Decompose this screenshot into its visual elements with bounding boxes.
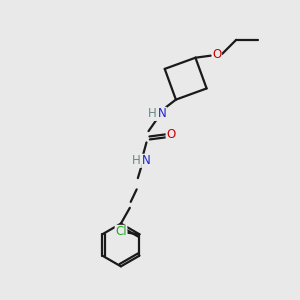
Text: N: N bbox=[142, 154, 151, 167]
Text: O: O bbox=[212, 48, 221, 61]
Text: H: H bbox=[132, 154, 141, 167]
Text: N: N bbox=[158, 107, 166, 120]
Text: Cl: Cl bbox=[115, 225, 127, 239]
Text: O: O bbox=[166, 128, 176, 141]
Text: H: H bbox=[148, 107, 157, 120]
